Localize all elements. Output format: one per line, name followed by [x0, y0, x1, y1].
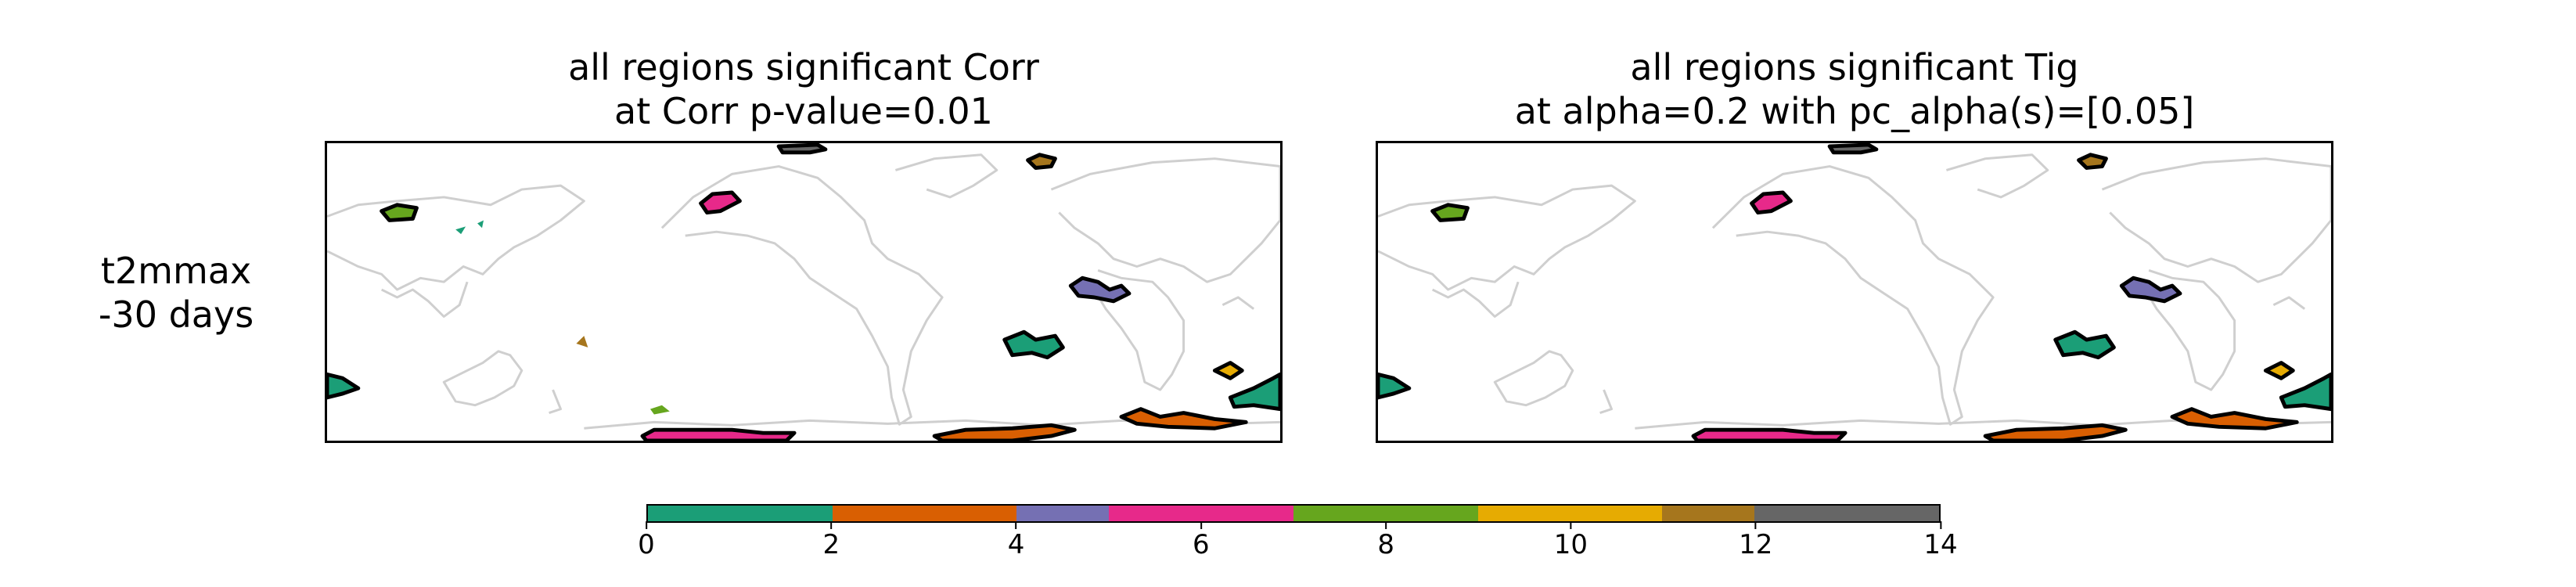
colorbar-tick-mark — [645, 521, 647, 529]
region-6-south — [640, 427, 797, 441]
region-2-east — [1119, 407, 1248, 430]
panel-title-corr-line2: at Corr p-value=0.01 — [614, 90, 993, 132]
coastlines — [1378, 153, 2331, 430]
region-8 — [1430, 203, 1470, 222]
colorbar-tick: 0 — [638, 521, 655, 560]
row-label: t2mmax -30 days — [78, 249, 274, 337]
region-0-south — [1378, 372, 1412, 400]
panel-title-tig: all regions significant Tig at alpha=0.2… — [1376, 45, 2333, 133]
colorbar-tick: 6 — [1193, 521, 1210, 560]
region-0 — [2053, 330, 2116, 360]
region-0-east — [1228, 372, 1280, 412]
panel-title-tig-line1: all regions significant Tig — [1630, 46, 2079, 88]
region-2 — [1983, 423, 2128, 441]
colorbar-segment — [1847, 506, 1940, 521]
colorbar-tick-label: 14 — [1923, 529, 1958, 560]
colorbar-tick-label: 0 — [638, 529, 655, 560]
colorbar-segment — [739, 506, 833, 521]
colorbar-segment — [1201, 506, 1294, 521]
colorbar-tick-mark — [1200, 521, 1202, 529]
row-label-lag: -30 days — [98, 294, 254, 336]
colorbar-segment — [1570, 506, 1663, 521]
panel-title-corr-line1: all regions significant Corr — [568, 46, 1039, 88]
region-10-small — [576, 336, 588, 348]
region-6-south — [1691, 427, 1847, 441]
colorbar-tick-label: 10 — [1553, 529, 1588, 560]
region-10 — [1212, 361, 1244, 380]
colorbar-tick: 12 — [1739, 521, 1772, 560]
region-2-east — [2170, 407, 2299, 430]
region-11 — [1026, 153, 1057, 170]
colorbar-segment — [1754, 506, 1847, 521]
region-0-south — [327, 372, 361, 400]
region-10 — [2263, 361, 2295, 380]
region-0-east — [2279, 372, 2331, 412]
region-12 — [1827, 143, 1879, 155]
coastlines — [327, 153, 1280, 430]
colorbar-segment — [1477, 506, 1570, 521]
region-6 — [699, 190, 742, 215]
significant-regions — [327, 143, 1280, 441]
map-panel-tig — [1376, 141, 2333, 443]
region-0-small — [455, 220, 484, 235]
colorbar-tick-mark — [1754, 521, 1757, 529]
world-map-tig — [1378, 143, 2331, 441]
panel-title-tig-line2: at alpha=0.2 with pc_alpha(s)=[0.05] — [1514, 90, 2195, 132]
colorbar-segment — [924, 506, 1017, 521]
region-6 — [1750, 190, 1793, 215]
colorbar-segment — [832, 506, 925, 521]
colorbar-tick-mark — [1939, 521, 1941, 529]
colorbar-tick: 14 — [1923, 521, 1958, 560]
colorbar-segment — [1662, 506, 1755, 521]
region-4 — [1068, 275, 1131, 304]
region-12 — [776, 143, 828, 155]
colorbar-segment — [1385, 506, 1478, 521]
map-panel-corr — [325, 141, 1283, 443]
colorbar-tick-label: 2 — [822, 529, 840, 560]
colorbar-tick-label: 6 — [1193, 529, 1210, 560]
region-0 — [1002, 330, 1065, 360]
colorbar-tick: 4 — [1007, 521, 1025, 560]
colorbar-segment — [648, 506, 740, 521]
colorbar-tick-mark — [830, 521, 833, 529]
colorbar-tick-mark — [1015, 521, 1017, 529]
colorbar-tick-mark — [1385, 521, 1387, 529]
colorbar-tick: 10 — [1554, 521, 1588, 560]
colorbar-tick: 2 — [822, 521, 840, 560]
row-label-variable: t2mmax — [100, 250, 252, 292]
colorbar-segment — [1293, 506, 1386, 521]
significant-regions — [1378, 143, 2331, 441]
colorbar-tick-label: 8 — [1377, 529, 1394, 560]
region-8 — [380, 203, 419, 222]
world-map-corr — [327, 143, 1280, 441]
colorbar-tick-mark — [1570, 521, 1572, 529]
colorbar-tick-label: 12 — [1739, 529, 1773, 560]
colorbar-tick: 8 — [1377, 521, 1394, 560]
colorbar — [646, 504, 1941, 523]
region-4 — [2119, 275, 2182, 304]
region-11 — [2077, 153, 2108, 170]
colorbar-segment — [1109, 506, 1202, 521]
region-8-small — [649, 405, 670, 415]
colorbar-tick-label: 4 — [1007, 529, 1025, 560]
colorbar-ticks: 0 2 4 6 8 10 12 14 — [638, 521, 1958, 568]
colorbar-segment — [1016, 506, 1110, 521]
panel-title-corr: all regions significant Corr at Corr p-v… — [325, 45, 1283, 133]
region-2 — [932, 423, 1077, 441]
